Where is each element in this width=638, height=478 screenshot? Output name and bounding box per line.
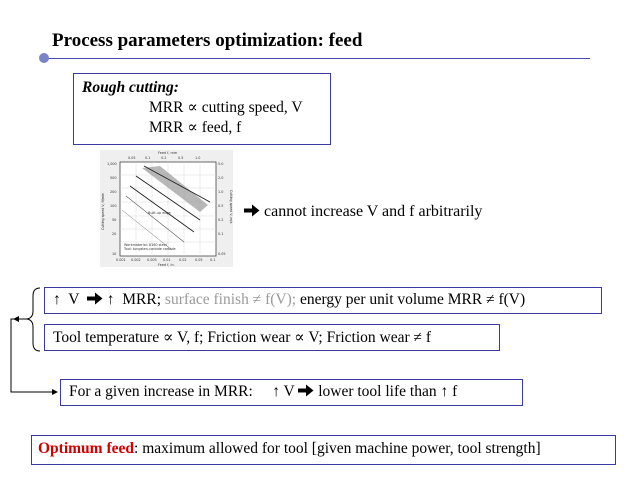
chart-top-tick: 1.0 <box>195 156 200 160</box>
chart-right-tick: 5.0 <box>218 162 223 166</box>
chart-top-axis-label: Feed f, mm <box>158 151 178 155</box>
chart-bottom-tick: 0.05 <box>195 258 203 262</box>
chart-right-tick: 0.1 <box>218 232 223 236</box>
slide-title: Process parameters optimization: feed <box>52 30 363 51</box>
chart-bottom-tick: 0.001 <box>116 258 126 262</box>
tool-life-box: For a given increase in MRR: ↑ V lower t… <box>60 379 523 406</box>
chart-left-tick: 10 <box>112 252 116 256</box>
energy-text: energy per unit volume MRR ≠ f(V) <box>296 291 526 308</box>
chart-left-tick: 200 <box>110 190 116 194</box>
chart-bottom-tick: 0.005 <box>147 258 157 262</box>
mrr-speed-line: MRR ∝ cutting speed, V <box>149 99 303 116</box>
lower-tool-life-text: lower tool life than ↑ f <box>314 383 458 400</box>
chart-right-axis-label: Cutting speed V, m/s <box>229 190 233 224</box>
chart-bottom-axis-label: Feed f, in. <box>158 263 175 267</box>
optimum-feed-box: Optimum feed: maximum allowed for tool [… <box>31 435 616 465</box>
chart-left-tick: 100 <box>110 204 116 208</box>
chart-top-tick: 0.5 <box>178 156 183 160</box>
speed-mrr-box: ↑ V ↑ MRR; surface finish ≠ f(V); energy… <box>44 287 602 314</box>
chart-bottom-tick: 0.01 <box>163 258 171 262</box>
chart-left-tick: 20 <box>112 232 116 236</box>
rough-cutting-box: Rough cutting: MRR ∝ cutting speed, V MR… <box>73 73 331 145</box>
cannot-increase-text: cannot increase V and f arbitrarily <box>260 203 483 220</box>
right-bold-arrow-icon <box>298 384 314 397</box>
right-bold-arrow-icon <box>86 292 103 305</box>
optimum-feed-label: Optimum feed <box>38 440 135 457</box>
given-mrr-text: For a given increase in MRR: ↑ V <box>69 383 299 400</box>
chart-top-tick: 0.05 <box>128 156 136 160</box>
optimum-feed-text: : maximum allowed for tool [given machin… <box>134 440 541 457</box>
chart-graphic: Feed f, mm 0.05 0.1 0.2 0.5 1.0 0.001 0.… <box>100 150 233 267</box>
chart-top-tick: 0.2 <box>161 156 166 160</box>
tool-temperature-box: Tool temperature ∝ V, f; Friction wear ∝… <box>44 324 500 351</box>
surface-finish-text: surface finish ≠ f(V); <box>164 291 297 308</box>
chart-left-tick: 50 <box>112 218 116 222</box>
chart-right-tick: 0.2 <box>218 218 223 222</box>
chart-right-tick: 2.0 <box>218 176 223 180</box>
mrr-feed-line: MRR ∝ feed, f <box>149 119 242 136</box>
right-bold-arrow-icon <box>244 204 260 217</box>
chart-right-tick: 1.0 <box>218 190 223 194</box>
title-bullet-dot <box>39 53 49 63</box>
title-underline <box>44 58 590 59</box>
chart-annotation: Tool: tungsten-carbide carbide <box>123 247 176 251</box>
chart-annotation: Workmaterial: 8160 steel <box>124 243 167 247</box>
chart-bottom-tick: 0.02 <box>179 258 187 262</box>
chart-left-axis-label: Cutting speed V, ft/min <box>101 193 105 230</box>
chart-left-tick: 1,000 <box>107 162 117 166</box>
mrr-up-text: ↑ MRR; <box>102 291 165 308</box>
chart-top-tick: 0.1 <box>145 156 150 160</box>
chart-left-tick: 500 <box>110 176 116 180</box>
chart-bottom-tick: 0.002 <box>131 258 141 262</box>
cannot-increase-note: cannot increase V and f arbitrarily <box>244 203 482 221</box>
rough-cutting-heading: Rough cutting: <box>82 79 179 96</box>
speed-up-text: ↑ V <box>53 291 87 308</box>
speed-feed-chart-image: Feed f, mm 0.05 0.1 0.2 0.5 1.0 0.001 0.… <box>100 150 233 267</box>
chart-bottom-tick: 0.1 <box>210 258 215 262</box>
chart-right-tick: 0.05 <box>218 252 226 256</box>
chart-region-label: Built-up edge <box>148 211 171 215</box>
chart-right-tick: 0.5 <box>218 204 223 208</box>
